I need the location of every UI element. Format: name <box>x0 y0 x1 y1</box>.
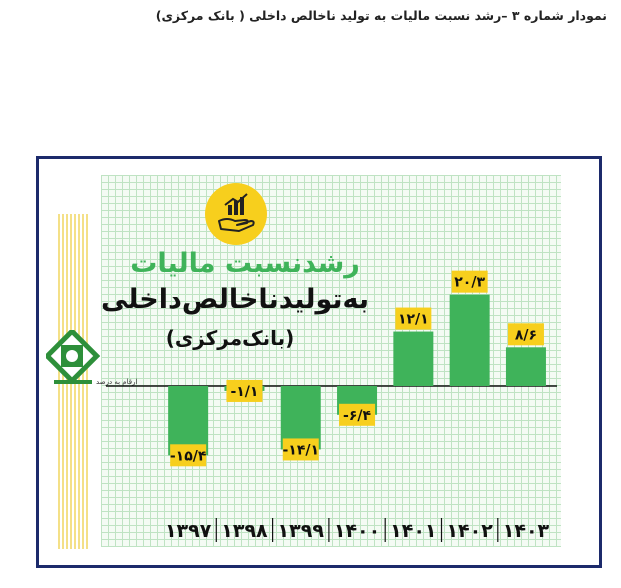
chart-title-line1: رشدنسبت مالیات <box>130 248 360 279</box>
value-label-bg-3 <box>339 403 376 426</box>
bar-4 <box>393 331 434 386</box>
value-label-bg-5 <box>451 270 488 293</box>
value-label-4: ۱۲/۱ <box>398 312 429 328</box>
value-label-2: -۱۴/۱ <box>282 442 319 458</box>
value-label-bg-2 <box>282 438 319 461</box>
emblem-logo-icon <box>46 330 100 385</box>
bar-5 <box>449 294 490 386</box>
x-tick-label-6: ۱۴۰۳ <box>503 520 550 542</box>
value-label-bg-4 <box>395 307 432 330</box>
bar-0 <box>168 386 209 456</box>
x-tick-label-5: ۱۴۰۲ <box>446 520 493 542</box>
value-label-6: ۸/۶ <box>515 327 537 343</box>
bar-6 <box>505 347 546 386</box>
x-tick-label-1: ۱۳۹۸ <box>221 520 268 542</box>
value-label-5: ۲۰/۳ <box>454 275 485 291</box>
x-tick-label-4: ۱۴۰۱ <box>390 520 436 542</box>
chart-title-line2: به‌تولیدناخالص‌داخلی <box>100 284 370 315</box>
value-label-bg-6 <box>507 323 544 346</box>
figure-caption: نمودار شماره ۳ –رشد نسبت مالیات به تولید… <box>155 8 607 23</box>
value-label-bg-1 <box>226 379 263 402</box>
x-tick-label-3: ۱۴۰۰ <box>334 520 380 542</box>
value-label-0: -۱۵/۴ <box>170 448 207 464</box>
chart-title-line3: (بانک‌مرکزی) <box>165 326 295 350</box>
value-label-3: -۶/۴ <box>343 408 371 424</box>
tax-hand-icon <box>205 183 267 245</box>
value-label-1: -۱/۱ <box>230 384 258 400</box>
x-tick-label-2: ۱۳۹۹ <box>278 520 325 542</box>
value-label-bg-0 <box>170 444 207 467</box>
x-tick-label-0: ۱۳۹۷ <box>165 520 212 542</box>
y-unit-note: ارقام به درصد <box>96 378 138 386</box>
